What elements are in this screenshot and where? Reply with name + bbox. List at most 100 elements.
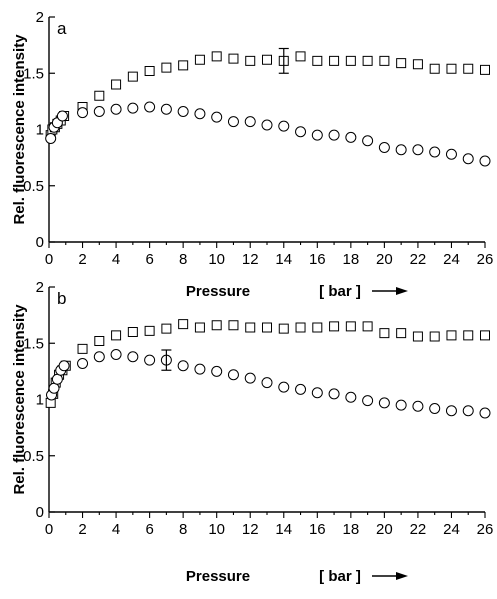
data-point-square [295,51,306,62]
y-axis-title: Rel. fluorescence intensity [11,304,28,495]
data-point-circle [261,377,273,389]
panel-label: a [57,19,67,38]
data-point-circle [261,119,273,131]
data-point-square [446,63,457,74]
data-point-circle [328,129,340,141]
data-point-square [111,330,122,341]
data-point-square [463,330,474,341]
x-axis-title: Pressure [186,283,250,300]
chart-panel-a: a00.511.520 2 4 6 8 10 12 14 16 18 20 22 24 26Pressur… [11,9,493,300]
data-point-square [228,53,239,64]
data-point-circle [144,101,156,113]
x-tick-label: 8 [179,251,187,268]
x-tick-label: 2 [78,251,86,268]
data-point-square [463,63,474,74]
data-point-square [480,330,490,341]
data-point-square [396,328,407,339]
data-point-circle [295,383,307,395]
data-point-square [161,62,172,73]
data-point-circle [93,106,105,117]
x-tick-label: 22 [410,251,427,268]
data-point-square [312,55,323,66]
data-point-circle [127,102,139,114]
data-point-square [194,54,205,65]
data-point-circle [362,395,374,407]
x-tick-label: 16 [309,251,326,268]
data-point-square [362,55,373,66]
y-tick-label: 0 [36,504,44,521]
x-tick-label: 16 [309,521,326,538]
data-point-circle [244,372,256,384]
x-tick-label: 8 [179,521,187,538]
data-point-circle [445,405,457,417]
data-point-circle [445,148,457,160]
data-point-square [144,66,155,76]
data-point-square [178,319,189,330]
data-point-square [345,321,356,332]
x-tick-label: 20 [376,521,393,538]
data-point-square [245,55,256,66]
data-point-square [379,55,390,66]
data-point-square [262,322,272,333]
data-point-circle [345,131,357,143]
x-tick-label: 20 [376,251,393,268]
y-tick-label: 1 [36,392,44,409]
data-point-square [362,321,373,332]
data-point-circle [412,144,424,156]
data-point-circle [278,120,290,132]
x-tick-label: 4 [112,521,120,538]
data-point-square [94,336,105,346]
data-point-circle [295,126,307,138]
data-point-square [312,322,323,333]
data-point-square [111,79,122,90]
data-point-square [345,55,356,66]
x-tick-label: 6 [145,251,153,268]
x-tick-label: 2 [78,521,86,538]
y-tick-label: 2 [36,279,44,296]
data-point-circle [462,405,474,417]
data-point-circle [429,403,441,414]
x-tick-label: 26 [477,251,494,268]
data-point-circle [479,407,491,419]
data-point-square [429,63,440,74]
x-tick-label: 0 [45,521,53,538]
data-point-circle [412,400,424,412]
data-point-circle [177,360,189,372]
x-axis-unit: [ bar ] [319,283,361,300]
data-point-circle [177,106,189,117]
x-tick-label: 12 [242,251,259,268]
chart-panel-b: b00.511.520 2 4 6 8 10 12 14 16 18 20 22 24 26Pressur… [11,279,493,585]
data-point-circle [160,103,172,115]
x-axis-title: Pressure [186,568,250,585]
arrow-head-icon [396,287,408,295]
data-point-circle [227,369,239,381]
y-tick-label: 0.5 [23,448,44,465]
data-point-circle [244,116,256,128]
data-point-circle [144,354,156,366]
data-point-circle [194,363,206,375]
data-point-circle [362,135,374,147]
data-point-circle [93,351,105,363]
x-tick-label: 4 [112,251,120,268]
data-point-square [127,327,138,337]
data-point-square [77,343,88,354]
data-point-square [228,320,239,331]
data-point-square [412,59,423,70]
x-tick-label: 24 [443,521,460,538]
data-point-circle [211,365,223,377]
data-point-square [379,328,390,339]
x-tick-label: 10 [208,521,225,538]
data-point-square [396,58,407,69]
data-point-square [211,51,222,62]
data-point-square [144,325,155,336]
data-point-circle [378,142,390,153]
data-point-square [127,71,138,82]
data-point-square [329,321,340,332]
panel-label: b [57,289,66,308]
data-point-circle [227,116,239,128]
y-axis-title: Rel. fluorescence intensity [11,34,28,225]
x-tick-label: 26 [477,521,494,538]
x-tick-label: 22 [410,521,427,538]
x-tick-label: 10 [208,251,225,268]
y-tick-label: 0.5 [23,178,44,195]
